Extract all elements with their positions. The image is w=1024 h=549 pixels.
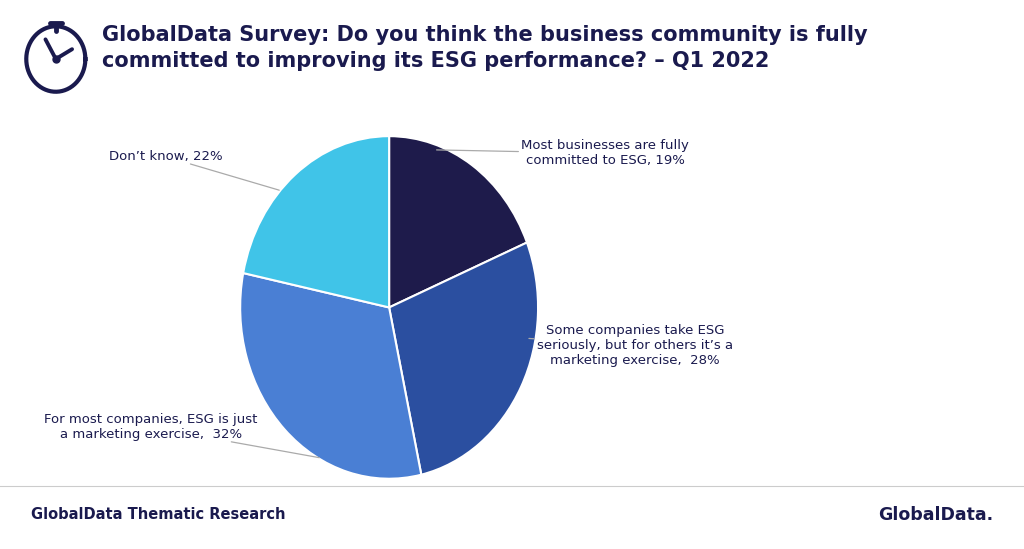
Text: Some companies take ESG
seriously, but for others it’s a
marketing exercise,  28: Some companies take ESG seriously, but f… <box>529 323 733 367</box>
Text: Don’t know, 22%: Don’t know, 22% <box>109 150 280 190</box>
Text: GlobalData Survey: Do you think the business community is fully
committed to imp: GlobalData Survey: Do you think the busi… <box>102 25 868 71</box>
Text: GlobalData Thematic Research: GlobalData Thematic Research <box>31 507 286 523</box>
Wedge shape <box>241 273 421 479</box>
Text: For most companies, ESG is just
a marketing exercise,  32%: For most companies, ESG is just a market… <box>44 413 319 458</box>
Wedge shape <box>389 243 538 475</box>
Wedge shape <box>244 136 389 307</box>
Wedge shape <box>389 136 527 307</box>
Text: Most businesses are fully
committed to ESG, 19%: Most businesses are fully committed to E… <box>436 139 689 167</box>
Text: GlobalData.: GlobalData. <box>879 506 993 524</box>
